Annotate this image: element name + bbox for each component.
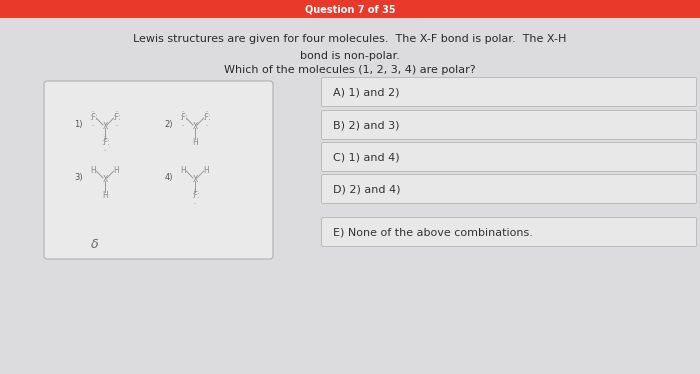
FancyBboxPatch shape [0, 0, 700, 18]
Text: ..: .. [115, 108, 118, 113]
Text: :F:: :F: [112, 113, 121, 122]
Text: Which of the molecules (1, 2, 3, 4) are polar?: Which of the molecules (1, 2, 3, 4) are … [224, 65, 476, 75]
Text: ..: .. [205, 108, 208, 113]
Text: bond is non-polar.: bond is non-polar. [300, 51, 400, 61]
Text: 3): 3) [74, 172, 83, 181]
Text: H: H [90, 166, 97, 175]
Text: H: H [181, 166, 186, 175]
Text: H: H [192, 138, 198, 147]
Text: Lewis structures are given for four molecules.  The X-F bond is polar.  The X-H: Lewis structures are given for four mole… [133, 34, 567, 44]
Text: ..: .. [104, 132, 106, 138]
Text: B) 2) and 3): B) 2) and 3) [333, 120, 400, 130]
Text: ..: .. [182, 122, 185, 127]
FancyBboxPatch shape [321, 77, 696, 107]
FancyBboxPatch shape [321, 142, 696, 172]
Text: X: X [193, 175, 197, 184]
Text: :F:: :F: [89, 113, 98, 122]
Text: H: H [113, 166, 120, 175]
FancyBboxPatch shape [44, 81, 273, 259]
Text: 2): 2) [164, 120, 173, 129]
Text: 1): 1) [74, 120, 83, 129]
Text: ..: .. [193, 199, 197, 205]
FancyBboxPatch shape [321, 110, 696, 140]
Text: X: X [102, 175, 108, 184]
Text: X: X [102, 122, 108, 131]
Text: ..: .. [205, 122, 208, 127]
Text: :F:: :F: [101, 138, 109, 147]
Text: A) 1) and 2): A) 1) and 2) [333, 87, 400, 97]
Text: D) 2) and 4): D) 2) and 4) [333, 184, 400, 194]
Text: ..: .. [92, 108, 95, 113]
Text: ..: .. [92, 122, 95, 127]
Text: ..: .. [193, 186, 197, 190]
Text: δ: δ [91, 237, 99, 251]
FancyBboxPatch shape [321, 218, 696, 246]
Text: ..: .. [182, 108, 185, 113]
Text: ..: .. [104, 147, 106, 151]
Text: C) 1) and 4): C) 1) and 4) [333, 152, 400, 162]
Text: H: H [102, 190, 108, 199]
Text: X: X [193, 122, 197, 131]
Text: ..: .. [115, 122, 118, 127]
Text: 4): 4) [164, 172, 173, 181]
Text: H: H [204, 166, 209, 175]
FancyBboxPatch shape [0, 18, 700, 374]
Text: E) None of the above combinations.: E) None of the above combinations. [333, 227, 533, 237]
FancyBboxPatch shape [321, 175, 696, 203]
Text: Question 7 of 35: Question 7 of 35 [304, 4, 395, 14]
Text: :F:: :F: [202, 113, 211, 122]
Text: :F:: :F: [190, 190, 199, 199]
Text: :F:: :F: [179, 113, 188, 122]
